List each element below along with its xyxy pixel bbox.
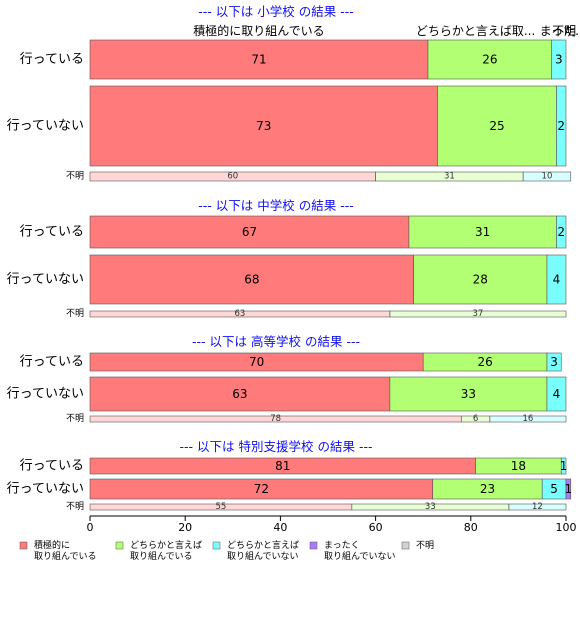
bar-segment-0-1-2 xyxy=(556,85,567,167)
bar-value-label-1-1-1: 28 xyxy=(473,273,488,287)
legend-label-s4-line1: 取り組んでいない xyxy=(324,550,396,562)
bar-segment-0-1-0 xyxy=(89,85,438,167)
bar-value-label-2-0-2: 3 xyxy=(550,355,558,369)
bar-value-label-2-0-1: 26 xyxy=(477,355,492,369)
bar-segment-3-0-2 xyxy=(560,457,567,475)
bar-segment-1-0-2 xyxy=(556,215,567,249)
bar-value-label-1-2-1: 37 xyxy=(473,309,484,319)
bar-value-label-2-1-0: 63 xyxy=(232,387,247,401)
bar-value-label-1-0-2: 2 xyxy=(557,225,565,239)
bar-value-label-0-2-0: 60 xyxy=(227,172,238,182)
x-tick-label-5: 100 xyxy=(556,521,577,534)
top-category-label-2: まった... xyxy=(540,24,580,38)
bar-segment-2-2-2 xyxy=(489,415,567,423)
legend-swatch-s1 xyxy=(19,541,28,550)
bar-segment-2-0-2 xyxy=(546,352,562,372)
bar-segment-1-0-0 xyxy=(89,215,410,249)
bar-segment-2-1-2 xyxy=(546,376,567,412)
row-label-3-2: 不明 xyxy=(66,501,84,512)
legend-label-s5: 不明 xyxy=(416,540,434,551)
legend-label-s1-line0: 積極的に xyxy=(34,539,70,551)
bar-value-label-0-0-2: 3 xyxy=(555,53,563,67)
bar-value-label-2-1-2: 4 xyxy=(553,387,561,401)
bar-value-label-0-1-0: 73 xyxy=(256,119,271,133)
bar-value-label-3-1-0: 72 xyxy=(254,482,269,496)
bar-value-label-2-2-2: 16 xyxy=(523,414,534,424)
legend-swatch-s3 xyxy=(212,541,221,550)
x-tick-label-3: 60 xyxy=(369,521,383,534)
bar-segment-0-1-1 xyxy=(437,85,557,167)
bar-value-label-0-2-2: 10 xyxy=(542,172,553,182)
row-label-1-2: 不明 xyxy=(66,308,84,319)
bar-value-label-3-2-1: 33 xyxy=(425,502,436,512)
x-tick-label-2: 40 xyxy=(273,521,287,534)
bar-value-label-2-0-0: 70 xyxy=(249,355,264,369)
panel-title-1: --- 以下は 中学校 の結果 --- xyxy=(198,198,353,213)
bar-value-label-0-2-1: 31 xyxy=(444,172,455,182)
row-label-3-0: 行っている xyxy=(20,459,84,474)
bar-value-label-0-0-0: 71 xyxy=(251,53,266,67)
bar-value-label-3-0-1: 18 xyxy=(511,459,526,473)
top-category-label-0: 積極的に取り組んでいる xyxy=(193,23,324,38)
legend-swatch-s4 xyxy=(309,541,318,550)
bar-value-label-3-1-3: 1 xyxy=(565,482,573,496)
bar-value-label-2-2-1: 6 xyxy=(473,414,478,424)
legend-swatch-s5 xyxy=(401,541,410,550)
panel-title-3: --- 以下は 特別支援学校 の結果 --- xyxy=(180,439,373,454)
legend-swatch-s2 xyxy=(115,541,124,550)
x-tick-label-1: 20 xyxy=(178,521,192,534)
bar-value-label-2-1-1: 33 xyxy=(461,387,476,401)
legend-label-s3-line0: どちらかと言えば xyxy=(227,539,299,551)
row-label-0-0: 行っている xyxy=(20,52,84,67)
bar-segment-2-1-0 xyxy=(89,376,391,412)
bar-segment-2-1-1 xyxy=(389,376,548,412)
bar-value-label-1-0-1: 31 xyxy=(475,225,490,239)
bar-segment-3-2-2 xyxy=(508,503,567,511)
bar-value-label-1-1-0: 68 xyxy=(244,273,259,287)
top-category-label-1: どちらかと言えば取... xyxy=(416,24,535,38)
bar-value-label-1-0-0: 67 xyxy=(242,225,257,239)
legend-label-s2-line1: 取り組んでいる xyxy=(130,550,193,562)
x-tick-label-0: 0 xyxy=(87,521,94,534)
row-label-2-1: 行っていない xyxy=(7,387,84,402)
bar-value-label-3-1-1: 23 xyxy=(480,482,495,496)
legend-label-s3-line1: 取り組んでいない xyxy=(227,550,299,562)
bar-value-label-3-1-2: 5 xyxy=(550,482,558,496)
legend-label-s2-line0: どちらかと言えば xyxy=(130,539,202,551)
panel-title-2: --- 以下は 高等学校 の結果 --- xyxy=(192,334,360,349)
row-label-2-2: 不明 xyxy=(66,413,84,424)
bar-value-label-2-2-0: 78 xyxy=(270,414,281,424)
row-label-0-1: 行っていない xyxy=(7,119,84,134)
bar-value-label-0-1-1: 25 xyxy=(489,119,504,133)
row-label-0-2: 不明 xyxy=(66,171,84,182)
top-category-label-3: 不明 xyxy=(552,24,576,38)
row-label-2-0: 行っている xyxy=(20,355,84,370)
x-tick-label-4: 80 xyxy=(464,521,478,534)
bar-value-label-3-0-2: 1 xyxy=(560,459,568,473)
legend-label-s1-line1: 取り組んでいる xyxy=(34,550,97,562)
bar-segment-1-1-2 xyxy=(546,254,567,305)
bar-segment-0-0-2 xyxy=(551,39,567,80)
row-label-1-1: 行っていない xyxy=(7,272,84,287)
bar-segment-1-1-0 xyxy=(89,254,414,305)
panel-title-0: --- 以下は 小学校 の結果 --- xyxy=(198,4,353,19)
bar-value-label-3-2-0: 55 xyxy=(215,502,226,512)
bar-value-label-0-0-1: 26 xyxy=(482,53,497,67)
bar-segment-0-2-2 xyxy=(522,171,572,182)
row-label-1-0: 行っている xyxy=(20,225,84,240)
bar-value-label-3-0-0: 81 xyxy=(275,459,290,473)
bar-value-label-0-1-2: 2 xyxy=(557,119,565,133)
bar-value-label-3-2-2: 12 xyxy=(532,502,543,512)
legend-label-s4-line0: まったく xyxy=(324,540,360,551)
bar-value-label-1-2-0: 63 xyxy=(235,309,246,319)
bar-segment-3-1-3 xyxy=(565,478,572,500)
row-label-3-1: 行っていない xyxy=(7,482,84,497)
bar-segment-1-2-1 xyxy=(389,310,567,318)
bar-segment-0-0-1 xyxy=(427,39,553,80)
bar-value-label-1-1-2: 4 xyxy=(553,273,561,287)
